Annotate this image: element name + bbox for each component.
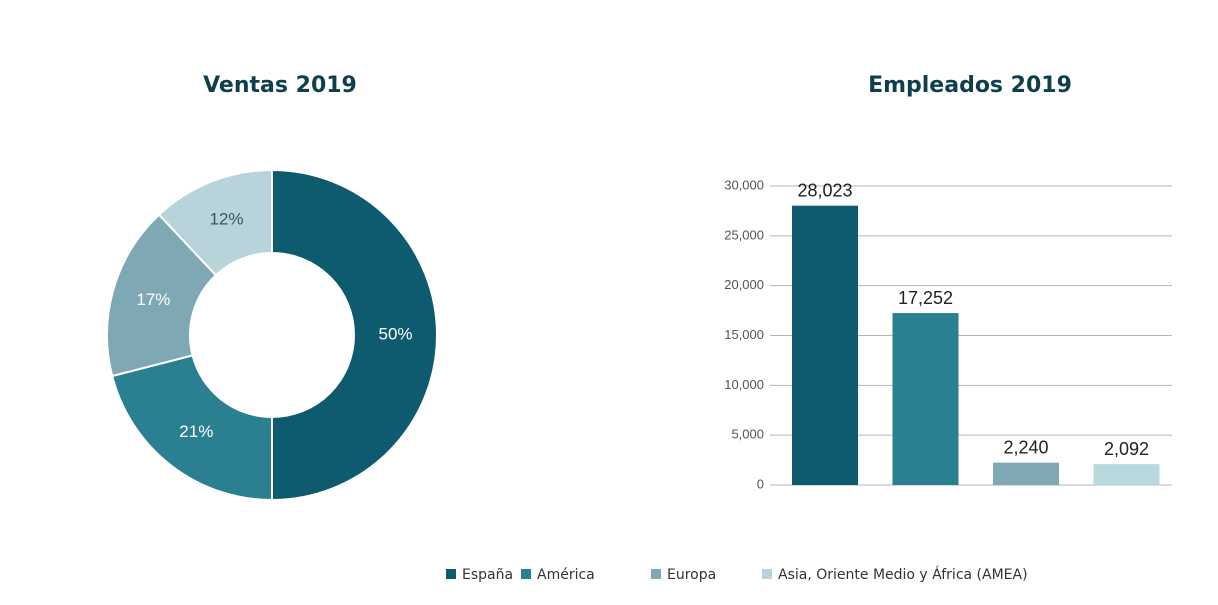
pie-slice <box>157 168 273 277</box>
y-tick-label: 25,000 <box>724 227 764 242</box>
pie-slice <box>105 213 218 378</box>
pie-slice <box>110 354 273 502</box>
slice-label: 17% <box>136 290 170 309</box>
bar-value-label: 28,023 <box>797 180 852 200</box>
legend-label: América <box>537 567 595 583</box>
legend-label: España <box>462 567 513 583</box>
bar <box>892 313 959 485</box>
slice-label: 21% <box>179 422 213 441</box>
pie-title: Ventas 2019 <box>203 73 357 98</box>
legend-swatch <box>521 569 531 579</box>
bar-value-label: 17,252 <box>898 288 953 308</box>
bar-value-label: 2,092 <box>1104 439 1149 459</box>
y-tick-label: 20,000 <box>724 277 764 292</box>
bar <box>1093 464 1160 485</box>
y-tick-label: 15,000 <box>724 327 764 342</box>
slice-label: 50% <box>378 324 412 343</box>
bar-title: Empleados 2019 <box>868 73 1072 98</box>
legend-label: Europa <box>667 567 716 583</box>
slice-label: 12% <box>210 210 244 229</box>
legend-swatch <box>446 569 456 579</box>
bar <box>792 205 858 485</box>
bar-value-label: 2,240 <box>1003 437 1048 457</box>
bar <box>993 462 1059 485</box>
y-tick-label: 0 <box>757 476 764 491</box>
y-tick-label: 30,000 <box>724 177 764 192</box>
legend-swatch <box>651 569 661 579</box>
legend-label: Asia, Oriente Medio y África (AMEA) <box>778 566 1028 583</box>
y-tick-label: 10,000 <box>724 377 764 392</box>
legend-swatch <box>762 569 772 579</box>
y-tick-label: 5,000 <box>731 427 764 442</box>
pie-slice <box>271 168 438 502</box>
